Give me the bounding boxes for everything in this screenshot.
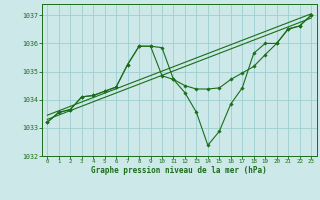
X-axis label: Graphe pression niveau de la mer (hPa): Graphe pression niveau de la mer (hPa) [91,166,267,175]
